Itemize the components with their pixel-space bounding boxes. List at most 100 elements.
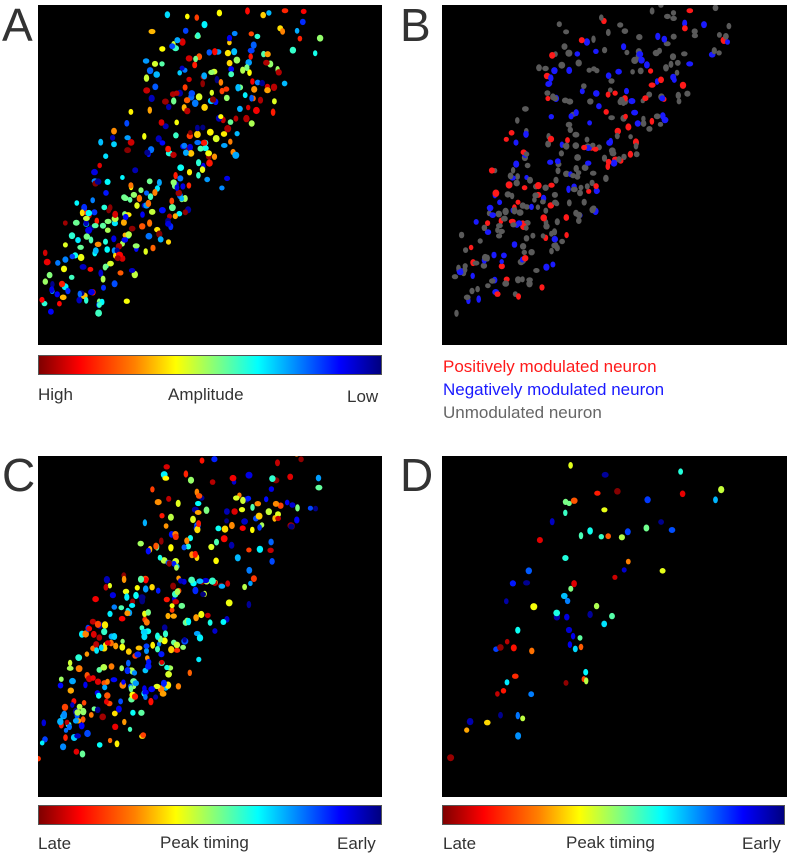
neuron — [111, 633, 118, 640]
neuron-map — [442, 5, 787, 345]
neuron — [548, 182, 555, 188]
neuron — [91, 168, 98, 176]
neuron — [313, 50, 318, 57]
colorbar-label: High — [38, 385, 73, 404]
neuron — [168, 646, 175, 654]
neuron — [528, 691, 535, 698]
neuron — [649, 117, 655, 125]
neuron — [98, 138, 104, 146]
neuron — [554, 201, 560, 207]
neuron — [184, 537, 190, 545]
neuron — [553, 609, 561, 617]
neuron — [150, 641, 156, 649]
neuron — [143, 74, 150, 82]
neuron — [174, 184, 180, 192]
neuron — [532, 192, 539, 199]
neuron — [612, 90, 618, 96]
neuron — [85, 226, 93, 234]
colorbar-label: Low — [347, 387, 379, 406]
neuron — [100, 275, 106, 283]
neuron — [84, 296, 89, 304]
neuron — [554, 158, 561, 165]
neuron — [264, 51, 271, 58]
neuron — [250, 503, 255, 511]
neuron — [147, 219, 153, 227]
neuron — [172, 599, 179, 605]
neuron — [554, 218, 560, 226]
neuron — [124, 120, 130, 127]
neuron — [181, 544, 187, 551]
neuron — [248, 53, 253, 60]
neuron — [640, 120, 647, 127]
neuron — [79, 750, 86, 758]
neuron — [605, 72, 612, 79]
neuron — [254, 33, 261, 40]
neuron — [186, 182, 192, 189]
neuron — [498, 228, 505, 235]
neuron — [581, 144, 588, 151]
neuron — [578, 184, 584, 191]
neuron — [121, 679, 126, 685]
neuron — [200, 124, 206, 131]
neuron — [193, 55, 199, 63]
neuron — [170, 613, 177, 619]
neuron — [533, 268, 540, 273]
neuron — [577, 189, 583, 197]
neuron — [220, 619, 227, 625]
neuron — [553, 176, 559, 184]
neuron — [83, 215, 90, 222]
neuron — [561, 43, 568, 50]
neuron — [583, 38, 590, 46]
neuron — [104, 178, 111, 185]
neuron — [592, 146, 599, 152]
neuron — [110, 134, 116, 141]
neuron — [269, 558, 275, 565]
neuron — [215, 525, 222, 532]
neuron — [254, 501, 262, 507]
neuron — [668, 527, 676, 533]
neuron — [529, 203, 534, 210]
neuron — [128, 268, 136, 273]
neuron — [55, 260, 61, 266]
neuron — [520, 276, 525, 283]
neuron — [84, 651, 90, 657]
neuron — [520, 715, 526, 722]
neuron — [246, 104, 251, 111]
neuron — [146, 178, 153, 185]
neuron — [570, 186, 578, 193]
neuron — [196, 634, 204, 642]
neuron — [454, 309, 459, 317]
neuron — [573, 165, 579, 173]
neuron — [150, 486, 155, 493]
neuron — [246, 547, 252, 553]
neuron — [129, 603, 136, 608]
neuron — [657, 121, 664, 127]
neuron — [484, 229, 492, 236]
neuron — [192, 550, 198, 558]
neuron — [107, 260, 114, 267]
neuron — [289, 46, 297, 54]
neuron — [132, 680, 139, 687]
neuron — [603, 174, 609, 182]
neuron — [233, 495, 240, 501]
neuron — [122, 718, 127, 726]
neuron — [49, 286, 55, 294]
neuron — [218, 583, 226, 589]
neuron — [96, 301, 102, 308]
colorbar — [442, 805, 785, 825]
neuron — [551, 235, 558, 243]
neuron — [536, 64, 542, 72]
neuron — [608, 137, 613, 146]
neuron — [523, 151, 530, 157]
neuron — [726, 22, 732, 30]
neuron — [515, 711, 520, 720]
neuron — [260, 11, 266, 19]
neuron — [272, 98, 277, 105]
neuron — [212, 48, 218, 56]
neuron — [623, 113, 628, 120]
neuron — [128, 108, 134, 115]
neuron — [125, 648, 132, 655]
neuron — [128, 685, 134, 693]
neuron — [134, 202, 140, 209]
